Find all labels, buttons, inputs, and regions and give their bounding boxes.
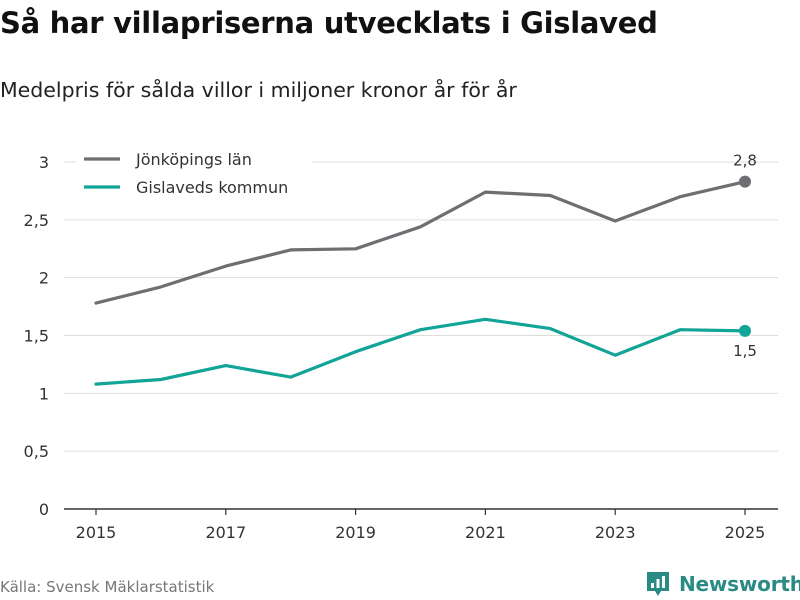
y-tick-label: 1 <box>39 384 49 403</box>
x-axis-ticks: 2015 2017 2019 2021 2023 2025 <box>76 509 766 542</box>
y-tick-label: 0,5 <box>24 442 49 461</box>
x-tick-label: 2017 <box>205 523 246 542</box>
y-axis-ticks: 0 0,5 1 1,5 2 2,5 3 <box>24 153 49 519</box>
series-end-label: 2,8 <box>733 152 757 170</box>
line-chart: 0 0,5 1 1,5 2 2,5 3 2015 2017 2019 2021 2023 2025 2… <box>24 150 778 542</box>
brand-name: Newsworthy <box>679 572 800 596</box>
newsworthy-logo-icon <box>647 572 669 596</box>
legend: Jönköpings län Gislaveds kommun <box>84 150 288 197</box>
series-line <box>94 317 747 386</box>
y-tick-label: 2,5 <box>24 211 49 230</box>
brand-logo[interactable]: Newsworthy <box>645 570 800 598</box>
x-tick-label: 2025 <box>725 523 766 542</box>
y-tick-label: 2 <box>39 269 49 288</box>
chart-subtitle: Medelpris för sålda villor i miljoner kr… <box>0 78 517 102</box>
series-end-point <box>739 175 751 188</box>
legend-label: Jönköpings län <box>135 150 252 169</box>
source-note: Källa: Svensk Mäklarstatistik <box>0 578 215 596</box>
x-tick-label: 2021 <box>465 523 506 542</box>
y-tick-label: 0 <box>39 500 49 519</box>
chart-title: Så har villapriserna utvecklats i Gislav… <box>0 6 658 40</box>
series-end-label: 1,5 <box>733 342 757 360</box>
series-lines: 2,8 1,5 <box>94 152 757 386</box>
x-tick-label: 2023 <box>595 523 636 542</box>
x-tick-label: 2019 <box>335 523 376 542</box>
series-end-point <box>739 324 751 337</box>
series-line <box>94 180 747 305</box>
y-tick-label: 1,5 <box>24 327 49 346</box>
x-tick-label: 2015 <box>76 523 117 542</box>
grid-lines <box>64 161 778 510</box>
y-tick-label: 3 <box>39 153 49 172</box>
legend-label: Gislaveds kommun <box>136 178 288 197</box>
